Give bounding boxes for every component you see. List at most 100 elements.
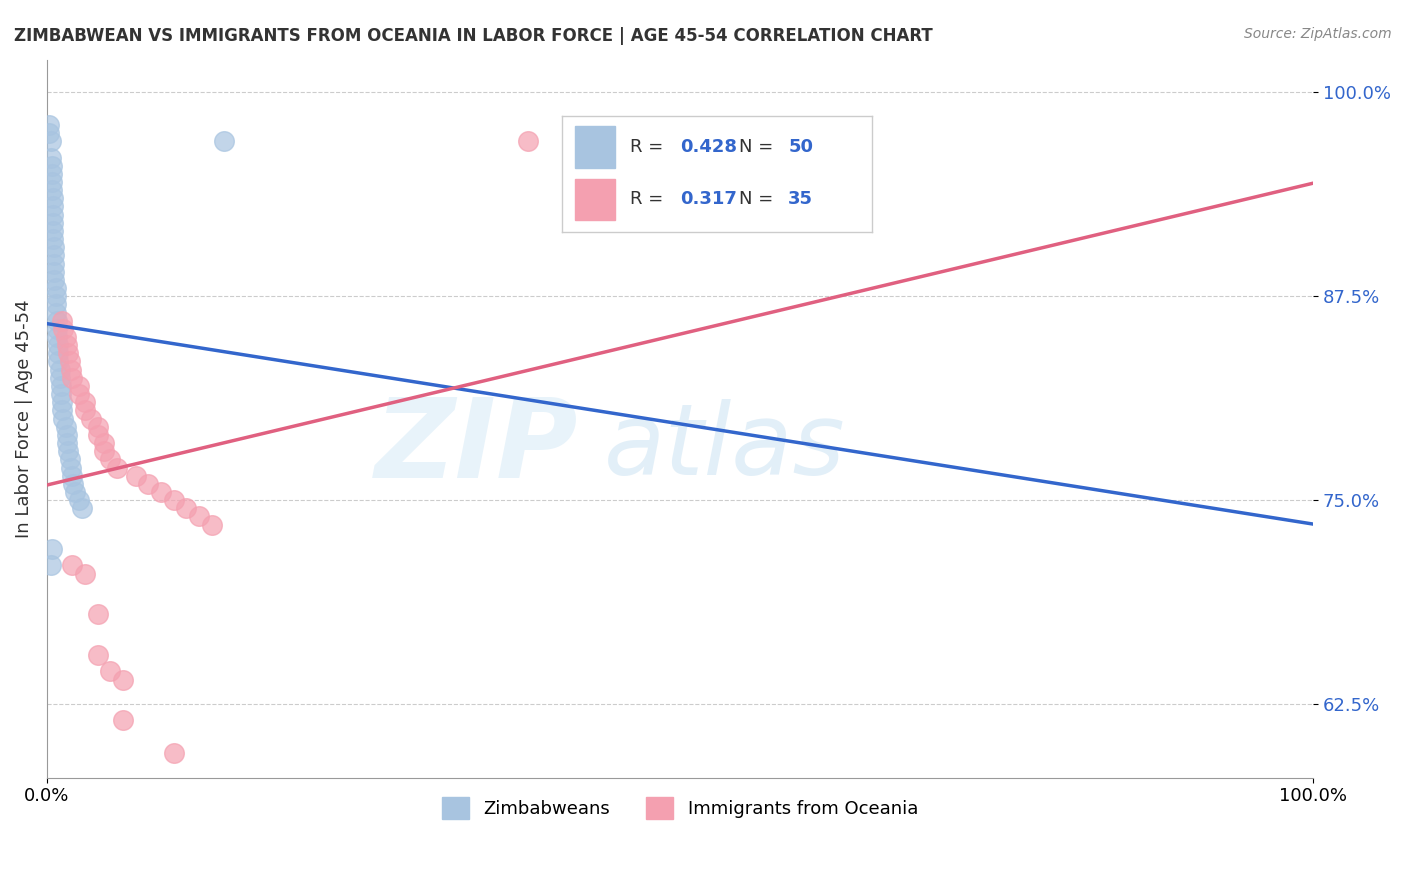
Point (39, 134, 62, 148)
Text: ZIMBABWEAN VS IMMIGRANTS FROM OCEANIA IN LABOR FORCE | AGE 45-54 CORRELATION CHA: ZIMBABWEAN VS IMMIGRANTS FROM OCEANIA IN… (14, 27, 932, 45)
Point (124, 468, 146, 483)
Point (60, 468, 83, 483)
Point (60, 558, 83, 573)
Point (111, 673, 134, 687)
Text: N =: N = (738, 191, 779, 209)
Point (72, 501, 94, 516)
Point (98, 452, 121, 467)
Point (41, 183, 63, 197)
Point (51, 314, 73, 328)
Text: R =: R = (630, 191, 669, 209)
Point (187, 509, 209, 524)
Point (45, 305, 67, 319)
Point (59, 452, 82, 467)
Point (42, 191, 65, 205)
Point (44, 248, 66, 262)
Point (41, 542, 63, 557)
Point (49, 387, 72, 401)
Point (39, 558, 62, 573)
Point (42, 216, 65, 230)
Point (46, 330, 69, 344)
Point (46, 322, 69, 336)
Point (44, 265, 66, 279)
Bar (575, 127, 614, 169)
Point (73, 395, 96, 409)
Point (45, 281, 67, 295)
Y-axis label: In Labor Force | Age 45-54: In Labor Force | Age 45-54 (15, 300, 32, 538)
Point (46, 354, 69, 368)
Point (48, 362, 70, 376)
Point (59, 354, 82, 368)
Text: ZIP: ZIP (375, 393, 579, 500)
Point (52, 411, 75, 425)
Point (517, 134, 540, 148)
Point (42, 199, 65, 213)
Point (51, 403, 73, 417)
Point (67, 493, 90, 508)
Bar (575, 178, 614, 220)
Point (52, 322, 75, 336)
Text: N =: N = (738, 138, 779, 156)
Point (58, 444, 80, 458)
Point (86, 648, 108, 663)
Point (93, 444, 115, 458)
Point (162, 746, 184, 760)
Legend: Zimbabweans, Immigrants from Oceania: Zimbabweans, Immigrants from Oceania (434, 789, 925, 826)
Text: atlas: atlas (605, 399, 846, 496)
Point (51, 395, 73, 409)
Text: Source: ZipAtlas.com: Source: ZipAtlas.com (1244, 27, 1392, 41)
Point (60, 371, 83, 385)
Point (46, 338, 69, 352)
Point (41, 159, 63, 173)
Point (38, 118, 60, 132)
Point (62, 476, 84, 491)
Point (44, 256, 66, 270)
Point (162, 493, 184, 508)
Point (58, 346, 80, 360)
Point (86, 607, 108, 622)
Point (136, 476, 159, 491)
Point (200, 517, 222, 532)
Point (38, 126, 60, 140)
Point (149, 485, 172, 500)
Text: 0.317: 0.317 (681, 191, 737, 209)
Point (73, 403, 96, 417)
Point (46, 314, 69, 328)
Text: 35: 35 (789, 191, 813, 209)
Point (67, 379, 90, 393)
Point (98, 665, 121, 679)
Point (41, 175, 63, 189)
Point (174, 501, 197, 516)
Point (93, 436, 115, 450)
Point (86, 428, 108, 442)
Point (73, 566, 96, 581)
Point (111, 714, 134, 728)
Point (86, 419, 108, 434)
Point (45, 297, 67, 311)
Point (39, 151, 62, 165)
Point (42, 224, 65, 238)
Point (42, 232, 65, 246)
Point (105, 460, 128, 475)
Text: 50: 50 (789, 138, 813, 156)
Point (56, 428, 79, 442)
Point (55, 419, 77, 434)
Point (67, 387, 90, 401)
Point (46, 346, 69, 360)
Point (59, 460, 82, 475)
Point (56, 436, 79, 450)
Point (55, 330, 77, 344)
Point (48, 371, 70, 385)
Point (63, 485, 86, 500)
Point (44, 240, 66, 254)
Point (41, 167, 63, 181)
Point (49, 379, 72, 393)
Text: 0.428: 0.428 (681, 138, 737, 156)
Point (44, 273, 66, 287)
Point (56, 338, 79, 352)
Text: R =: R = (630, 138, 669, 156)
Point (59, 362, 82, 376)
Point (212, 134, 235, 148)
Point (80, 411, 103, 425)
Point (42, 208, 65, 222)
